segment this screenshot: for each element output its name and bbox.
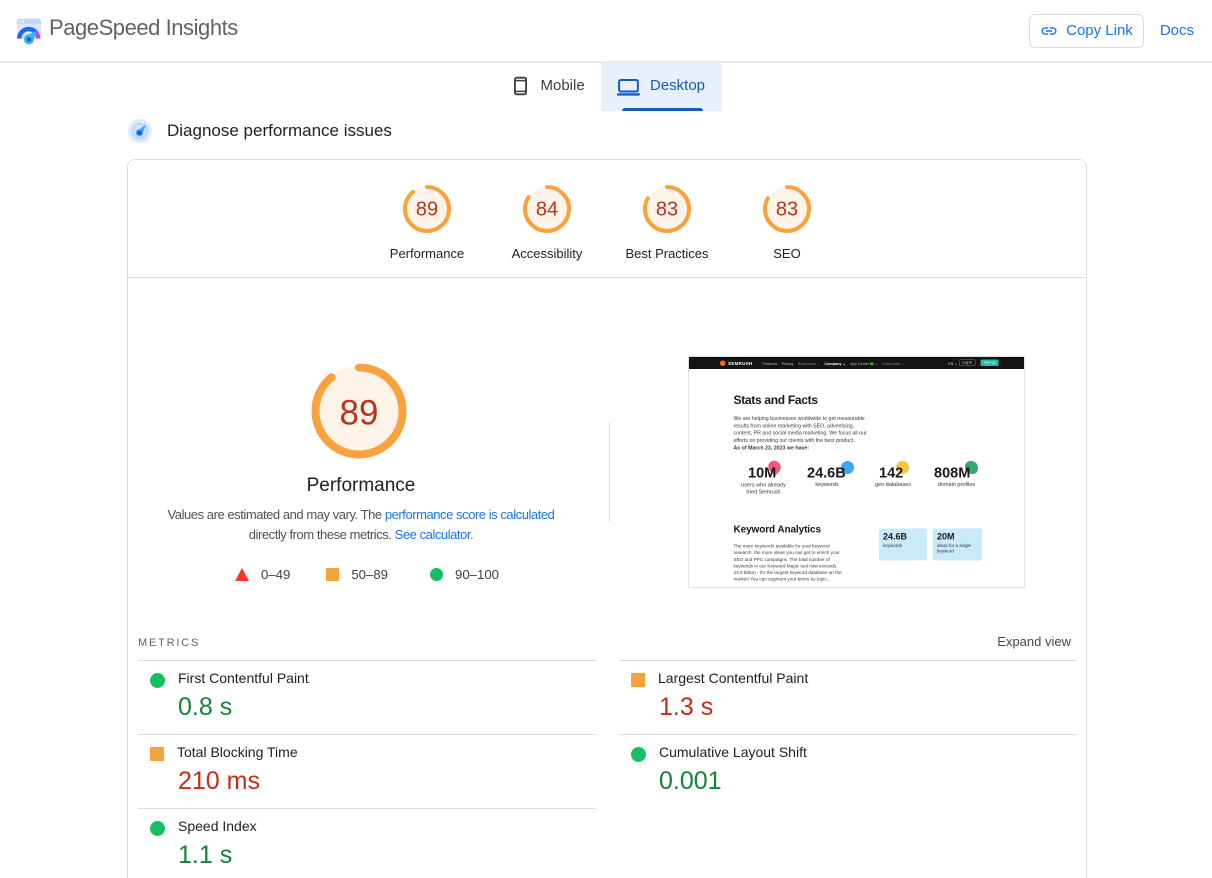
svg-text:83: 83 — [656, 199, 678, 221]
svg-text:89: 89 — [416, 199, 438, 221]
svg-text:84: 84 — [536, 199, 558, 221]
svg-text:89: 89 — [340, 394, 379, 433]
svg-text:83: 83 — [776, 199, 798, 221]
